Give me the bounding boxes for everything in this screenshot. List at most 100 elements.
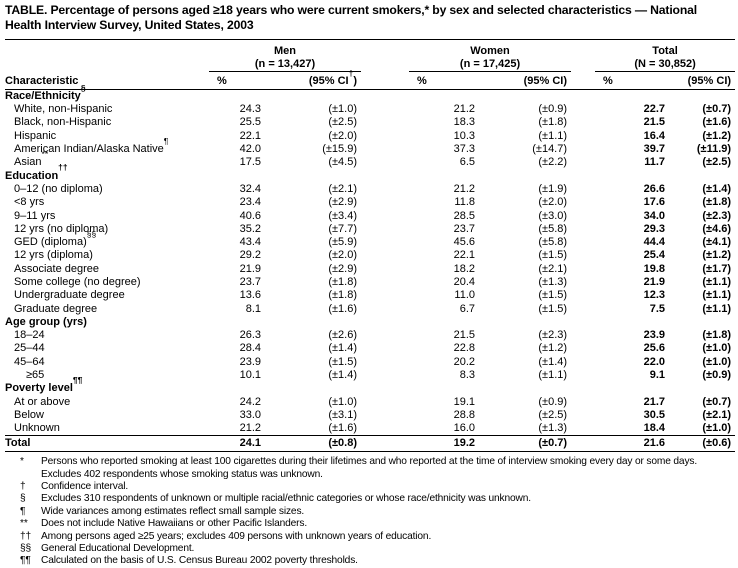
row-label: Below — [14, 408, 44, 421]
cell-women-pct: 19.2 — [409, 435, 480, 452]
cell-women-ci: (±1.4) — [538, 355, 568, 368]
cell-total-pct: 21.9 — [643, 276, 666, 288]
cell-men-pct: 43.4 — [239, 236, 261, 249]
table-row: Black, non-Hispanic 25.5 (±2.5) 18.3 (±1.8) 2… — [5, 116, 735, 129]
cell-total-ci: (±1.8) — [702, 196, 732, 209]
cell-men-ci: (±1.8) — [328, 276, 358, 288]
cell-men-pct: 21.2 — [239, 422, 261, 435]
column-gap — [361, 209, 409, 222]
footnote-text: General Educational Development. — [41, 542, 195, 554]
cell-total-pct: 26.6 — [643, 182, 666, 195]
column-gap — [361, 396, 409, 409]
row-label: Associate degree — [14, 262, 99, 275]
column-gap — [571, 342, 595, 355]
cell-total-ci: (±2.5) — [702, 156, 732, 169]
footnote-text: Wide variances among estimates reflect s… — [41, 505, 305, 517]
cell-women-ci: (±3.0) — [538, 209, 568, 222]
column-gap — [361, 263, 409, 276]
cell-women-pct: 28.5 — [453, 209, 476, 222]
cell-women-ci: (±2.5) — [538, 408, 568, 421]
cell-total-ci: (±0.7) — [702, 103, 732, 116]
cell-women-ci: (±1.1) — [538, 369, 568, 382]
column-gap — [361, 40, 409, 72]
footnote-ref: ¶¶ — [72, 375, 83, 386]
smoking-prevalence-table: Characteristic Men (n = 13,427) Women (n… — [5, 39, 736, 453]
cell-total-pct: 18.4 — [643, 422, 666, 435]
cell-men-ci: (±2.9) — [328, 196, 358, 209]
table-row: American Indian/Alaska Native¶ 42.0 (±15.9… — [5, 137, 735, 156]
cell-women-pct: 18.2 — [453, 262, 476, 275]
table-header: Characteristic Men (n = 13,427) Women (n… — [5, 39, 736, 90]
cell-women-ci: (±5.8) — [538, 236, 568, 249]
table-row: 12 yrs (no diploma) 35.2 (±7.7) 23.7 (±5.8) 2… — [5, 223, 735, 236]
cell-total-ci: (±1.8) — [702, 329, 732, 342]
cell-men-pct: 23.4 — [239, 196, 261, 209]
table-body: Race/Ethnicity§ White, non-Hispanic 24.3 (±… — [5, 84, 736, 452]
group-label-men: Men — [274, 45, 296, 57]
cell-men-ci: (±2.0) — [328, 129, 358, 142]
cell-women-ci: (±1.5) — [538, 249, 568, 262]
cell-total-ci: (±1.0) — [702, 355, 732, 368]
ci-header-text: (95% CI) — [523, 75, 568, 87]
cell-total-pct: 44.4 — [643, 236, 666, 249]
cell-women-ci: (±1.3) — [538, 422, 568, 435]
column-gap — [361, 196, 409, 209]
table-title: TABLE. Percentage of persons aged ≥18 ye… — [5, 3, 698, 32]
cell-total-pct: 21.5 — [643, 116, 666, 129]
footnote: ** Does not include Native Hawaiians or o… — [5, 518, 736, 530]
column-gap — [361, 103, 409, 116]
section-header: Education†† — [5, 162, 68, 182]
column-gap — [361, 71, 410, 90]
cell-total-ci: (±1.0) — [702, 342, 732, 355]
cell-total-pct: 34.0 — [643, 209, 666, 222]
cell-women-pct: 8.3 — [459, 369, 476, 382]
cell-women-pct: 21.2 — [453, 182, 476, 195]
group-n-total: (N = 30,852) — [634, 57, 696, 70]
column-gap — [571, 369, 595, 382]
cell-women-pct: 18.3 — [453, 116, 476, 129]
cell-women-pct: 20.2 — [453, 355, 476, 368]
cell-total-pct: 21.7 — [643, 395, 666, 408]
cell-men-pct: 24.1 — [209, 435, 265, 452]
table-row: White, non-Hispanic 24.3 (±1.0) 21.2 (±0.9) 2… — [5, 103, 735, 116]
column-gap — [571, 263, 595, 276]
row-label: Undergraduate degree — [14, 289, 125, 302]
ci-header-text: (95% CI) — [687, 75, 732, 87]
ci-header-text: (95% CI — [308, 75, 349, 87]
cell-men-pct: 42.0 — [239, 143, 261, 156]
column-gap — [361, 156, 409, 169]
footnote-ref: § — [80, 82, 86, 93]
cell-total-pct: 11.7 — [644, 156, 666, 169]
characteristic-column-header: Characteristic — [5, 39, 209, 90]
group-n-women: (n = 17,425) — [459, 57, 521, 70]
cell-women-pct: 6.7 — [459, 302, 476, 315]
cell-men-ci: (±1.5) — [328, 355, 358, 368]
cell-women-ci: (±1.5) — [538, 302, 568, 315]
group-label-total: Total — [652, 45, 678, 57]
table-row: Some college (no degree) 23.7 (±1.8) 20.4 (±… — [5, 276, 735, 289]
footnote-ref: §§ — [86, 228, 97, 239]
cell-total-ci: (±1.7) — [702, 262, 732, 275]
cell-total-pct: 22.0 — [643, 355, 666, 368]
cell-total-ci: (±1.1) — [702, 276, 732, 288]
cell-women-pct: 19.1 — [453, 395, 476, 408]
cell-total-ci: (±1.2) — [702, 249, 732, 262]
cell-total-pct: 12.3 — [643, 289, 666, 302]
footnote: ¶¶ Calculated on the basis of U.S. Census… — [5, 555, 736, 567]
footnote: †† Among persons aged ≥25 years; excludes… — [5, 531, 736, 543]
table-row: <8 yrs 23.4 (±2.9) 11.8 (±2.0) 17.6 (±1.8) — [5, 196, 735, 209]
cell-men-pct: 28.4 — [239, 342, 261, 355]
row-label: <8 yrs — [14, 196, 45, 209]
footnote-marker: ** — [20, 518, 28, 530]
section-header: Poverty level¶¶ — [5, 375, 83, 395]
row-label: Graduate degree — [14, 302, 98, 315]
column-gap — [361, 116, 409, 129]
cell-total-pct: 19.8 — [643, 262, 666, 275]
cell-total-ci: (±11.9) — [696, 143, 732, 156]
column-gap — [571, 356, 595, 369]
cell-men-ci: (±1.6) — [328, 302, 358, 315]
cell-total-pct: 7.5 — [649, 302, 666, 315]
pct-column-header-total: % — [595, 71, 670, 90]
cell-total-ci: (±1.6) — [702, 116, 732, 129]
cell-men-pct: 13.6 — [239, 289, 261, 302]
